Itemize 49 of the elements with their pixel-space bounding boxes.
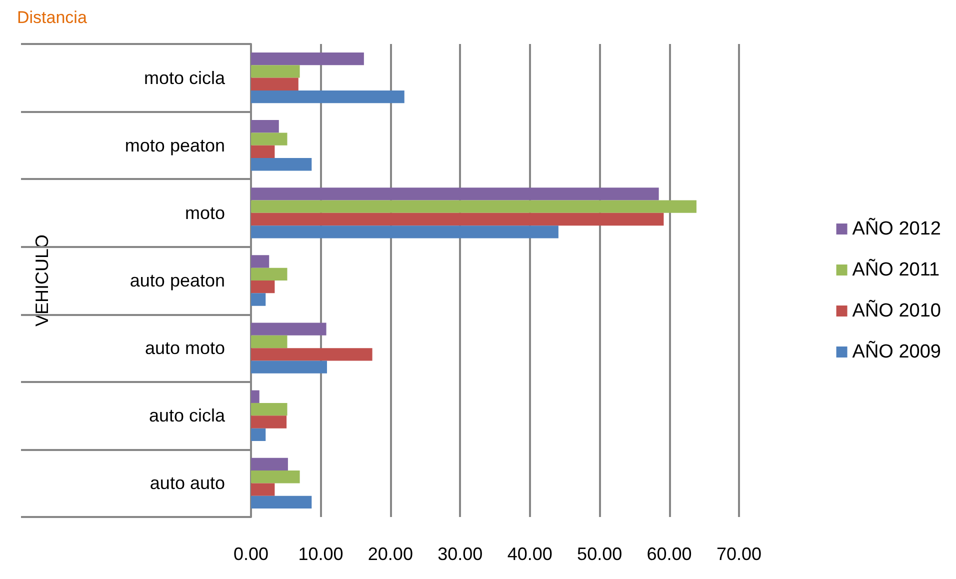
y-tick-label: auto peaton — [130, 270, 225, 290]
y-axis-title: VEHICULO — [32, 234, 52, 327]
bar — [251, 348, 372, 361]
bar — [251, 226, 558, 238]
x-tick-label: 30.00 — [438, 544, 483, 564]
x-tick-label: 40.00 — [507, 544, 552, 564]
x-tick-label: 0.00 — [233, 544, 269, 564]
bar — [251, 52, 364, 66]
bar — [251, 496, 312, 509]
bar — [251, 390, 260, 403]
bar — [251, 200, 696, 213]
x-tick-label: 50.00 — [577, 544, 622, 564]
y-tick-label: auto cicla — [148, 406, 226, 426]
bar — [251, 158, 312, 171]
bar — [251, 280, 275, 294]
x-tick-label: 20.00 — [368, 544, 413, 564]
bar — [251, 458, 288, 471]
bar — [251, 416, 287, 428]
y-tick-label: moto peaton — [124, 135, 225, 156]
x-tick-label: 60.00 — [646, 544, 692, 564]
legend-label: AÑO 2009 — [852, 340, 942, 362]
bar — [251, 293, 266, 306]
bar — [251, 78, 298, 90]
bar — [251, 470, 300, 484]
bar — [251, 188, 659, 200]
bar — [251, 255, 270, 268]
bar — [251, 145, 275, 158]
x-tick-label: 10.00 — [298, 544, 344, 564]
y-tick-label: moto — [184, 202, 225, 223]
bar — [251, 360, 327, 374]
bar — [251, 212, 664, 226]
bar — [251, 483, 275, 496]
bar — [251, 90, 404, 104]
y-tick-label: auto moto — [144, 338, 225, 358]
bar — [251, 268, 288, 280]
text: Distancia — [17, 8, 88, 27]
bar — [251, 322, 326, 336]
legend-label: AÑO 2010 — [852, 300, 942, 322]
legend-label: AÑO 2012 — [852, 218, 942, 240]
bar — [251, 335, 288, 348]
bar — [251, 132, 288, 146]
y-tick-label: auto auto — [150, 473, 225, 494]
x-tick-label: 70.00 — [716, 544, 762, 564]
bar — [251, 428, 266, 441]
bar — [251, 65, 300, 78]
bar — [251, 120, 279, 133]
y-tick-label: moto cicla — [144, 68, 226, 88]
bar — [251, 402, 288, 416]
legend-label: AÑO 2011 — [852, 258, 940, 280]
